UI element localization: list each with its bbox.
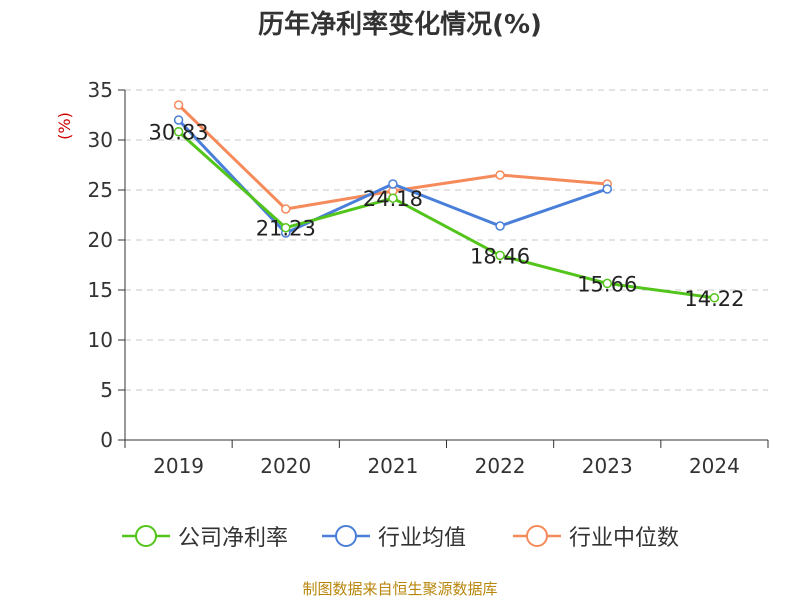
data-point [388,179,398,189]
legend-item[interactable]: 行业中位数 [513,518,679,554]
data-point [602,184,612,194]
y-tick-label: 20 [88,228,113,252]
x-tick-label: 2020 [260,454,311,478]
y-tick-label: 30 [88,128,113,152]
y-tick-label: 15 [88,278,113,302]
legend-label: 行业均值 [378,526,467,551]
data-point [173,115,184,125]
x-tick-label: 2022 [475,454,526,478]
data-label: 15.66 [577,272,637,296]
data-point [388,193,398,203]
chart-title: 历年净利率变化情况(%) [258,10,542,40]
data-point [495,170,505,180]
y-tick-label: 5 [100,378,113,402]
data-label: 30.83 [149,121,209,145]
data-point [602,278,612,289]
legend-item[interactable]: 行业均值 [322,518,466,554]
y-tick-label: 25 [88,178,113,202]
legend-label: 行业中位数 [569,526,680,551]
series-lines [173,100,720,303]
legend-marker-icon [322,525,370,547]
legend-item[interactable]: 公司净利率 [122,518,288,554]
x-tick-label: 2023 [582,454,633,478]
grid-lines [125,89,768,391]
axes: 0 5 10 15 20 25 30 35 2019 2020 2021 2022 2023 2024 [88,78,769,478]
series-line [177,118,608,235]
legend-label: 公司净利率 [178,526,289,551]
y-tick-label: 35 [88,78,113,102]
legend-marker-icon [513,525,561,547]
legend: 公司净利率 行业均值 行业中位数 [0,518,800,558]
data-label: 21.23 [256,217,316,241]
y-tick-label: 10 [88,328,113,352]
x-tick-label: 2019 [153,454,204,478]
data-label: 18.46 [470,244,530,268]
data-point [709,293,720,303]
data-label: 24.18 [363,187,423,211]
series-line [177,130,715,300]
data-labels: 30.83 21.23 24.18 18.46 15.66 14.22 [149,121,745,311]
y-axis-label: (%) [55,112,74,140]
data-label: 14.22 [684,287,744,311]
x-tick-label: 2024 [689,454,740,478]
data-point [495,221,505,231]
data-point [281,204,291,214]
data-point [495,250,505,261]
source-note: 制图数据来自恒生聚源数据库 [302,580,498,598]
data-point [173,126,184,137]
y-tick-label: 0 [100,428,113,452]
data-point [281,222,291,233]
x-tick-label: 2021 [367,454,418,478]
data-point [173,100,184,110]
legend-marker-icon [122,525,170,547]
